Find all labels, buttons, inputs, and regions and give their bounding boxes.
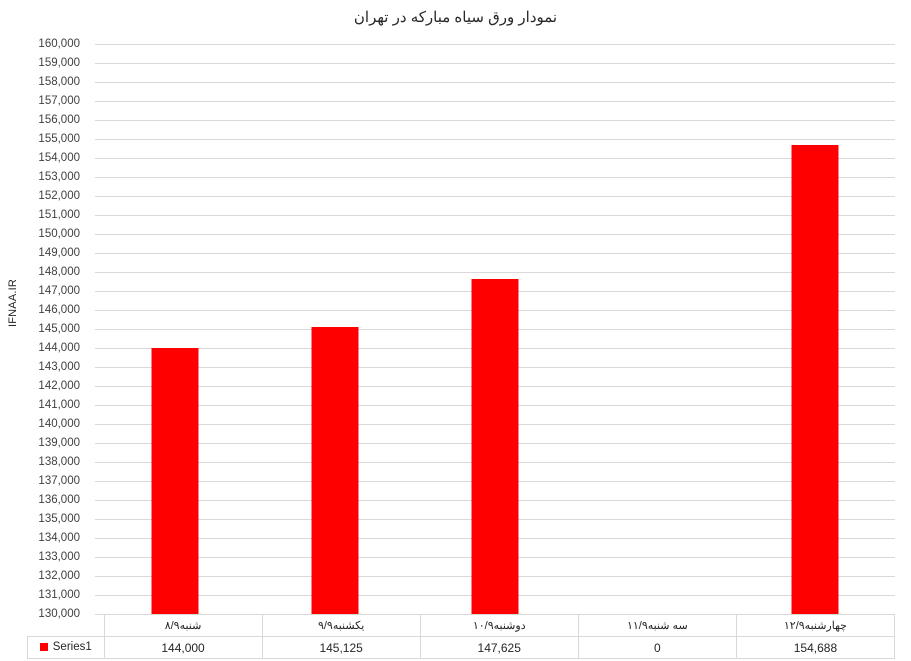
y-tick-label: 132,000 xyxy=(38,570,80,582)
value-cell-4: 154,688 xyxy=(735,636,896,659)
plot-area xyxy=(95,44,895,615)
legend-label: Series1 xyxy=(52,641,92,653)
category-cell-4: چهارشنبه۱۲/۹ xyxy=(735,614,896,637)
value-cell-3: 0 xyxy=(577,636,737,659)
legend-entry-series1: Series1 xyxy=(27,636,105,659)
gridline xyxy=(95,158,895,159)
y-tick-label: 135,000 xyxy=(38,513,80,525)
bar-0[interactable] xyxy=(151,348,199,614)
y-tick-label: 158,000 xyxy=(38,76,80,88)
y-tick-label: 151,000 xyxy=(38,209,80,221)
y-tick-label: 148,000 xyxy=(38,266,80,278)
chart-data-table: شنبه۸/۹ یکشنبه۹/۹ دوشنبه۱۰/۹ سه شنبه۱۱/۹… xyxy=(27,614,896,659)
bars-layer xyxy=(95,44,895,614)
y-tick-label: 152,000 xyxy=(38,190,80,202)
y-tick-label: 140,000 xyxy=(38,418,80,430)
y-tick-label: 154,000 xyxy=(38,152,80,164)
bar-slot xyxy=(415,44,575,614)
bar-slot xyxy=(255,44,415,614)
y-tick-label: 133,000 xyxy=(38,551,80,563)
y-tick-label: 130,000 xyxy=(38,608,80,620)
y-tick-label: 143,000 xyxy=(38,361,80,373)
y-tick-label: 153,000 xyxy=(38,171,80,183)
category-cell-1: یکشنبه۹/۹ xyxy=(261,614,421,637)
table-row-series1: Series1 144,000 145,125 147,625 0 154,68… xyxy=(27,636,896,659)
gridline xyxy=(95,63,895,64)
y-tick-label: 145,000 xyxy=(38,323,80,335)
gridline xyxy=(95,139,895,140)
bar-1[interactable] xyxy=(311,326,359,614)
legend-swatch-icon xyxy=(39,643,48,651)
y-tick-label: 160,000 xyxy=(38,38,80,50)
y-tick-label: 147,000 xyxy=(38,285,80,297)
bar-slot xyxy=(735,44,895,614)
bar-slot xyxy=(95,44,255,614)
gridline xyxy=(95,272,895,273)
y-tick-label: 141,000 xyxy=(38,399,80,411)
table-corner-cell xyxy=(28,615,105,637)
gridline xyxy=(95,177,895,178)
y-tick-label: 157,000 xyxy=(38,95,80,107)
gridline xyxy=(95,82,895,83)
category-cell-3: سه شنبه۱۱/۹ xyxy=(577,614,737,637)
y-axis-tick-labels: 160,000 159,000 158,000 157,000 156,000 155,0… xyxy=(0,38,88,620)
y-tick-label: 131,000 xyxy=(38,589,80,601)
y-tick-label: 136,000 xyxy=(38,494,80,506)
y-tick-label: 142,000 xyxy=(38,380,80,392)
y-tick-label: 139,000 xyxy=(38,437,80,449)
y-tick-label: 134,000 xyxy=(38,532,80,544)
chart-title: نمودار ورق سیاه مبارکه در تهران xyxy=(353,9,558,26)
bar-2[interactable] xyxy=(471,279,519,614)
value-cell-0: 144,000 xyxy=(103,636,263,659)
y-tick-label: 150,000 xyxy=(38,228,80,240)
y-tick-label: 156,000 xyxy=(38,114,80,126)
category-cell-2: دوشنبه۱۰/۹ xyxy=(419,614,579,637)
y-tick-label: 137,000 xyxy=(38,475,80,487)
y-tick-label: 146,000 xyxy=(38,304,80,316)
gridline xyxy=(95,44,895,45)
gridline xyxy=(95,196,895,197)
gridline xyxy=(95,101,895,102)
bar-slot xyxy=(575,44,735,614)
y-tick-label: 138,000 xyxy=(38,456,80,468)
gridline xyxy=(95,215,895,216)
gridline xyxy=(95,234,895,235)
value-cell-2: 147,625 xyxy=(419,636,579,659)
gridline xyxy=(95,120,895,121)
table-row-categories: شنبه۸/۹ یکشنبه۹/۹ دوشنبه۱۰/۹ سه شنبه۱۱/۹… xyxy=(28,614,896,637)
bar-4[interactable] xyxy=(791,144,839,614)
y-tick-label: 155,000 xyxy=(38,133,80,145)
y-tick-label: 159,000 xyxy=(38,57,80,69)
value-cell-1: 145,125 xyxy=(261,636,421,659)
gridline xyxy=(95,253,895,254)
category-cell-0: شنبه۸/۹ xyxy=(103,614,263,637)
y-tick-label: 144,000 xyxy=(38,342,80,354)
y-tick-label: 149,000 xyxy=(38,247,80,259)
